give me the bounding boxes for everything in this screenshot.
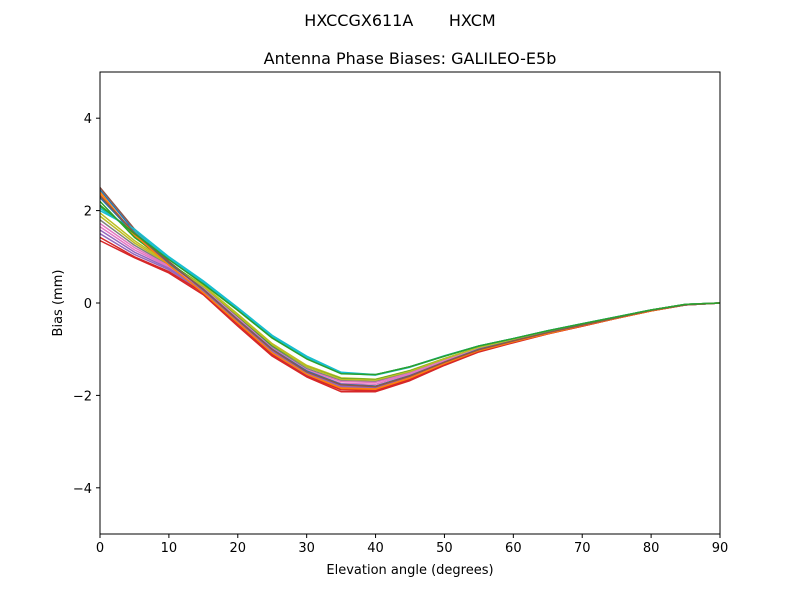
x-tick-label: 40 [367,541,384,556]
x-tick-label: 80 [643,541,660,556]
chart-suptitle: HXCCGX611A HXCM [304,11,495,30]
series-line-19 [99,195,721,388]
y-tick-label: −4 [73,482,92,497]
y-axis: −4 −2 0 2 4 [73,112,100,497]
series-line-9 [99,212,721,380]
series-line-5 [99,233,721,389]
y-tick-label: 2 [84,205,92,220]
series-line-13 [99,229,721,388]
series-line-20 [99,204,721,376]
series-line-14 [99,222,721,384]
series-line-2 [99,193,721,391]
series-line-16 [99,207,721,376]
x-tick-label: 20 [230,541,247,556]
y-axis-label: Bias (mm) [51,270,66,337]
x-axis: 0 10 20 30 40 50 60 70 80 90 [96,534,728,556]
plot-area-frame [99,71,721,535]
x-tick-label: 30 [298,541,315,556]
y-tick-label: 0 [84,297,92,312]
x-tick-label: 70 [574,541,591,556]
x-tick-label: 0 [96,541,104,556]
y-tick-label: 4 [84,112,92,127]
series-line-8 [99,219,721,383]
series-line-10 [99,209,721,376]
chart-title: Antenna Phase Biases: GALILEO-E5b [264,49,557,68]
x-axis-label: Elevation angle (degrees) [326,563,493,578]
plot-lines [99,187,721,393]
series-line-18 [99,191,721,390]
series-line-15 [99,215,721,381]
series-line-7 [99,226,721,386]
x-tick-label: 90 [712,541,729,556]
series-line-17 [99,197,721,387]
x-tick-label: 60 [505,541,522,556]
x-tick-label: 50 [436,541,453,556]
x-tick-label: 10 [161,541,178,556]
series-line-3 [99,205,721,376]
y-tick-label: −2 [73,389,92,404]
series-line-11 [99,200,721,381]
